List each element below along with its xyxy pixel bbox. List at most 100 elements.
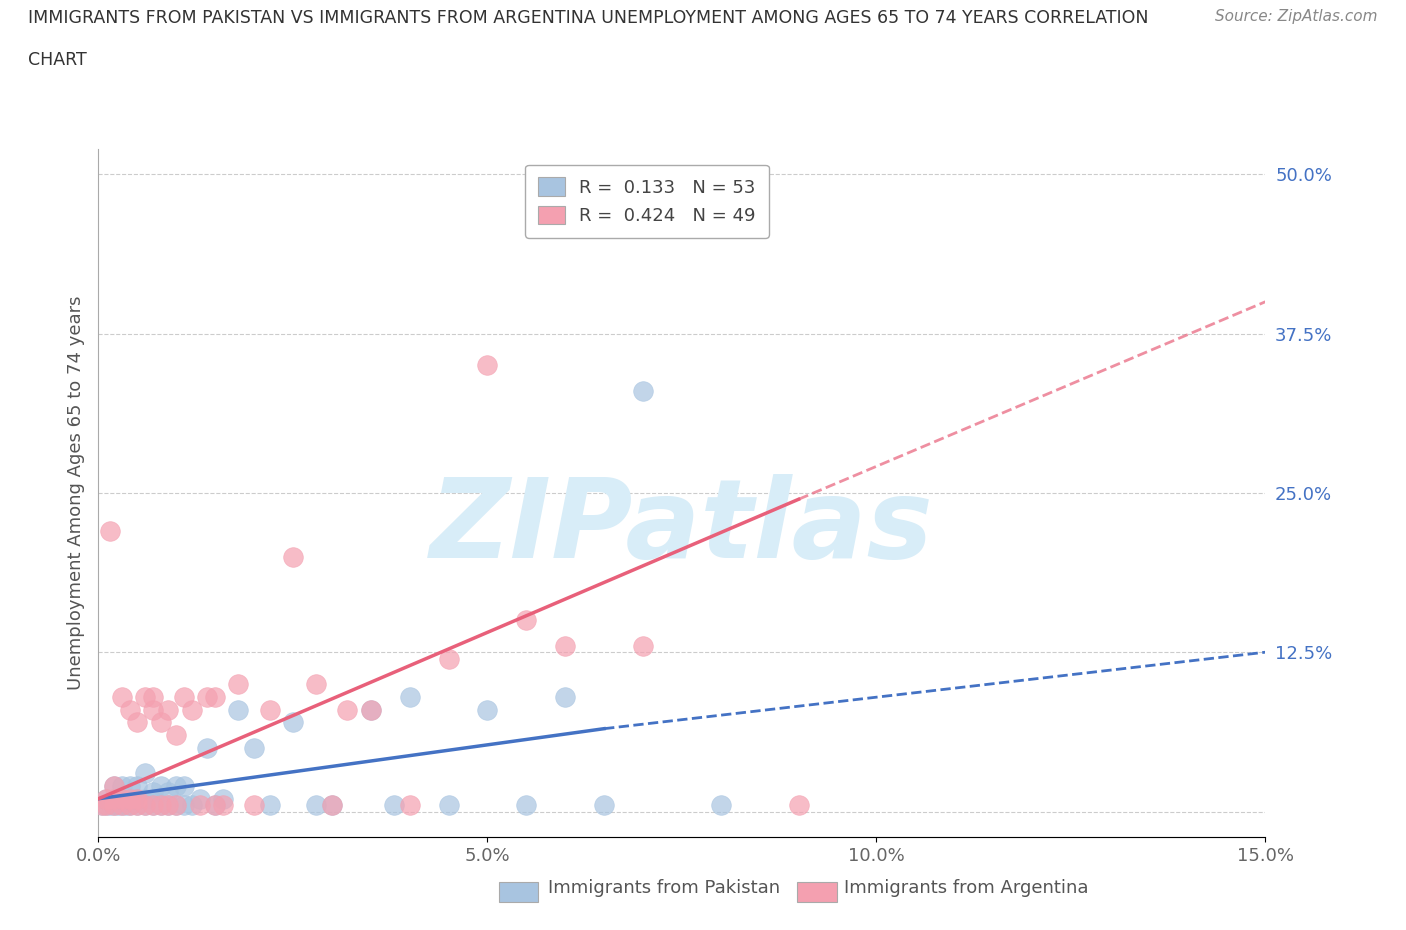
Point [336, 702, 359, 717]
Point [212, 791, 235, 806]
Point [787, 798, 810, 813]
Point [103, 778, 125, 793]
Point [437, 651, 460, 666]
Point [195, 689, 218, 704]
Point [149, 715, 172, 730]
Point [149, 798, 172, 813]
Point [142, 798, 165, 813]
Point [173, 778, 195, 793]
Point [398, 798, 420, 813]
Point [91, 798, 114, 813]
Point [631, 383, 654, 398]
Point [103, 778, 125, 793]
Point [142, 689, 165, 704]
Point [243, 798, 266, 813]
Point [173, 689, 195, 704]
Point [321, 798, 343, 813]
Point [710, 798, 733, 813]
Point [188, 791, 211, 806]
Point [165, 727, 187, 742]
Point [477, 702, 499, 717]
Text: Immigrants from Argentina: Immigrants from Argentina [844, 879, 1088, 897]
Point [360, 702, 382, 717]
Text: ZIPatlas: ZIPatlas [430, 473, 934, 581]
Point [243, 740, 266, 755]
Text: Source: ZipAtlas.com: Source: ZipAtlas.com [1215, 9, 1378, 24]
Point [477, 358, 499, 373]
Point [96, 798, 118, 813]
Point [212, 798, 235, 813]
Point [165, 778, 187, 793]
Point [204, 689, 226, 704]
Point [165, 798, 187, 813]
Point [111, 798, 134, 813]
Point [157, 798, 180, 813]
Point [134, 798, 156, 813]
Point [142, 791, 165, 806]
Point [103, 798, 125, 813]
Point [134, 791, 156, 806]
Point [398, 689, 420, 704]
Point [127, 715, 149, 730]
Point [96, 791, 118, 806]
Point [127, 778, 149, 793]
Point [96, 798, 118, 813]
Point [96, 791, 118, 806]
Point [173, 798, 195, 813]
Point [91, 798, 114, 813]
Point [515, 613, 537, 628]
Point [127, 798, 149, 813]
Point [134, 798, 156, 813]
Point [437, 798, 460, 813]
Point [204, 798, 226, 813]
Point [127, 791, 149, 806]
Point [305, 677, 328, 692]
Y-axis label: Unemployment Among Ages 65 to 74 years: Unemployment Among Ages 65 to 74 years [66, 296, 84, 690]
Point [103, 798, 125, 813]
Point [142, 798, 165, 813]
Point [554, 638, 576, 653]
Point [98, 524, 121, 538]
Point [118, 798, 141, 813]
Point [593, 798, 616, 813]
Point [515, 798, 537, 813]
Point [127, 791, 149, 806]
Point [180, 798, 202, 813]
Text: Immigrants from Pakistan: Immigrants from Pakistan [548, 879, 780, 897]
Point [157, 798, 180, 813]
Point [134, 689, 156, 704]
Point [180, 702, 202, 717]
Point [114, 798, 136, 813]
Point [165, 798, 187, 813]
Point [228, 702, 250, 717]
Point [188, 798, 211, 813]
Point [228, 677, 250, 692]
Point [195, 740, 218, 755]
Point [103, 791, 125, 806]
Point [111, 791, 134, 806]
Point [134, 765, 156, 780]
Point [259, 798, 281, 813]
Point [111, 798, 134, 813]
Point [204, 798, 226, 813]
Text: IMMIGRANTS FROM PAKISTAN VS IMMIGRANTS FROM ARGENTINA UNEMPLOYMENT AMONG AGES 65: IMMIGRANTS FROM PAKISTAN VS IMMIGRANTS F… [28, 9, 1149, 27]
Point [305, 798, 328, 813]
Point [149, 778, 172, 793]
Point [149, 798, 172, 813]
Point [382, 798, 405, 813]
Text: CHART: CHART [28, 51, 87, 69]
Point [111, 778, 134, 793]
Point [281, 550, 304, 565]
Point [111, 689, 134, 704]
Point [554, 689, 576, 704]
Point [142, 702, 165, 717]
Point [259, 702, 281, 717]
Point [118, 702, 141, 717]
Point [321, 798, 343, 813]
Point [127, 798, 149, 813]
Point [118, 798, 141, 813]
Point [157, 702, 180, 717]
Point [98, 798, 121, 813]
Point [107, 798, 129, 813]
Point [118, 791, 141, 806]
